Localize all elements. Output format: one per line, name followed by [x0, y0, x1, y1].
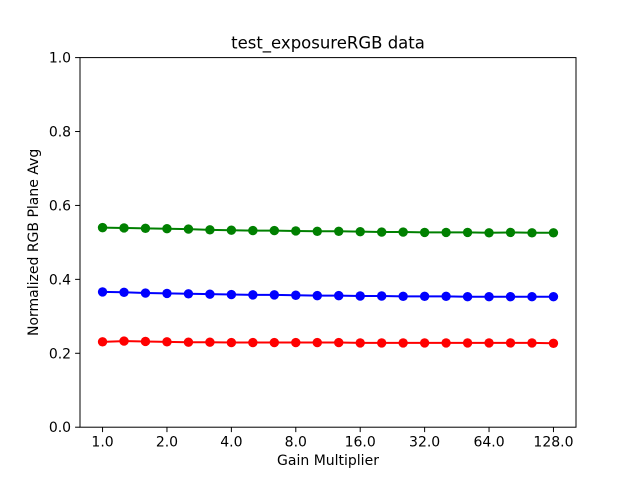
x-axis-label: Gain Multiplier: [277, 453, 379, 469]
data-point-green: [162, 224, 172, 234]
x-tick-label: 16.0: [345, 434, 376, 450]
data-point-green: [312, 226, 322, 237]
data-point-green: [419, 227, 430, 238]
data-point-blue: [548, 292, 559, 302]
x-tick-label: 8.0: [285, 434, 307, 450]
data-point-green: [398, 227, 408, 237]
data-point-green: [462, 227, 473, 238]
data-point-green: [269, 225, 280, 236]
data-point-red: [269, 337, 280, 348]
data-point-red: [505, 338, 516, 348]
data-point-blue: [291, 290, 301, 300]
data-point-red: [462, 338, 473, 348]
data-point-blue: [183, 289, 194, 299]
x-tick-label: 64.0: [473, 434, 504, 450]
data-point-red: [398, 338, 408, 348]
data-point-blue: [355, 291, 365, 301]
y-tick-label: 1.0: [49, 51, 71, 67]
data-point-green: [355, 226, 365, 237]
data-point-blue: [269, 290, 280, 300]
data-point-green: [376, 227, 387, 237]
chart-title: test_exposureRGB data: [231, 34, 425, 54]
data-point-blue: [484, 292, 494, 302]
data-point-red: [183, 337, 194, 347]
y-tick-label: 0.4: [49, 272, 71, 288]
data-point-green: [291, 226, 301, 236]
data-point-red: [334, 337, 344, 348]
data-point-red: [376, 338, 387, 348]
data-point-blue: [441, 291, 451, 302]
y-tick-label: 0.0: [49, 420, 71, 436]
data-point-green: [226, 225, 237, 235]
data-point-red: [312, 337, 322, 348]
y-tick-label: 0.8: [49, 125, 71, 141]
data-point-blue: [140, 288, 151, 298]
y-axis-label: Normalized RGB Plane Avg: [26, 149, 42, 336]
series-line-blue: [102, 290, 554, 298]
data-point-green: [484, 228, 494, 238]
data-point-blue: [97, 287, 108, 297]
data-point-blue: [398, 291, 408, 302]
data-point-red: [97, 337, 108, 347]
data-point-blue: [334, 290, 344, 301]
data-point-red: [119, 336, 129, 346]
data-point-blue: [226, 289, 237, 300]
data-point-red: [355, 338, 365, 348]
data-point-red: [548, 338, 559, 349]
series-line-green: [102, 226, 554, 234]
data-point-green: [119, 223, 129, 233]
data-point-red: [162, 337, 172, 347]
x-tick-label: 32.0: [409, 434, 440, 450]
data-point-blue: [376, 291, 387, 301]
x-tick-label: 1.0: [91, 434, 113, 450]
data-point-blue: [462, 292, 473, 302]
data-point-blue: [527, 292, 537, 302]
data-point-blue: [205, 289, 215, 299]
series-line-red: [102, 340, 554, 345]
data-point-red: [291, 337, 301, 348]
data-point-green: [97, 222, 108, 233]
data-point-blue: [119, 287, 129, 297]
data-point-red: [441, 338, 451, 348]
data-point-blue: [312, 290, 322, 301]
data-point-red: [527, 338, 537, 348]
data-point-green: [334, 226, 344, 237]
data-point-green: [527, 228, 537, 238]
data-point-red: [248, 337, 258, 348]
x-tick-label: 128.0: [533, 434, 573, 450]
data-point-green: [548, 228, 559, 238]
data-point-green: [248, 225, 258, 236]
data-point-red: [140, 336, 151, 347]
data-point-green: [183, 224, 194, 234]
data-point-blue: [505, 292, 516, 302]
data-point-blue: [248, 290, 258, 300]
axes-frame: [79, 57, 577, 428]
data-point-red: [484, 338, 494, 348]
data-point-red: [419, 338, 430, 348]
data-point-green: [140, 223, 151, 234]
data-point-green: [205, 225, 215, 235]
y-tick-label: 0.2: [49, 346, 71, 362]
y-tick-label: 0.6: [49, 198, 71, 214]
data-point-blue: [419, 291, 430, 302]
data-point-green: [505, 227, 516, 238]
data-point-blue: [162, 288, 172, 299]
data-point-red: [226, 337, 237, 348]
x-tick-label: 2.0: [156, 434, 178, 450]
plot-area: 1.0 2.0 4.0 8.0 16.0 32.0 64.0 128.0 0.0 0.2 0.4 0.…: [49, 51, 577, 450]
data-point-green: [441, 227, 451, 238]
data-point-red: [205, 337, 215, 347]
x-tick-label: 4.0: [220, 434, 242, 450]
